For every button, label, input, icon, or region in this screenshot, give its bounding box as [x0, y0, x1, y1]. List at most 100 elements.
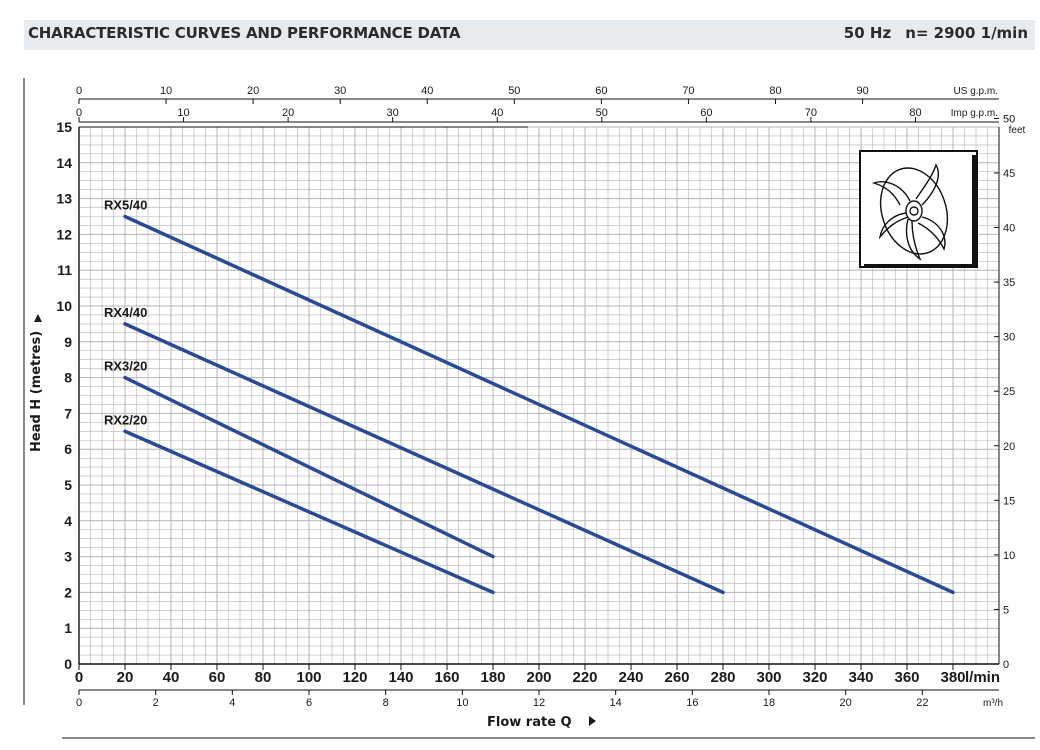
- imp-gpm-tick-label: 40: [491, 107, 503, 119]
- y-tick-label: 9: [64, 334, 72, 350]
- us-gpm-tick-label: 60: [595, 85, 607, 97]
- m3h-tick-label: 14: [610, 697, 622, 709]
- x-tick-label: 340: [848, 669, 873, 686]
- m3h-tick-label: 4: [229, 697, 235, 709]
- y-tick-label: 11: [57, 262, 72, 278]
- y-tick-label: 7: [64, 405, 72, 421]
- chart-series: RX5/40 RX4/40 RX3/20 RX2/20: [104, 198, 955, 595]
- series-line: [123, 322, 725, 595]
- y-tick-label: 8: [64, 370, 72, 386]
- speed-info: 50 Hz n= 2900 1/min: [830, 24, 1028, 42]
- series-line: [123, 214, 955, 595]
- y-tick-label: 13: [56, 191, 72, 207]
- chart-ticks: 0 20 40 60 80 100 120 140 160 180 200 220 240 260 280 3…: [56, 85, 1015, 709]
- us-gpm-tick-label: 40: [421, 85, 433, 97]
- y-tick-label: 4: [64, 513, 72, 529]
- x-tick-label: 240: [618, 669, 643, 686]
- x-tick-label: 160: [434, 669, 459, 686]
- m3h-tick-label: 8: [383, 697, 389, 709]
- feet-tick-label: 30: [1003, 332, 1015, 344]
- feet-tick-label: 15: [1003, 495, 1015, 507]
- impeller-icon: [859, 150, 978, 268]
- x-tick-label: 260: [664, 669, 689, 686]
- us-gpm-tick-label: 50: [508, 85, 520, 97]
- m3h-tick-label: 6: [306, 697, 312, 709]
- m3h-tick-label: 22: [916, 697, 928, 709]
- speed-label: n= 2900 1/min: [905, 24, 1028, 42]
- us-gpm-tick-label: 20: [247, 85, 259, 97]
- feet-unit: feet: [1009, 125, 1026, 136]
- feet-tick-label: 35: [1003, 277, 1015, 289]
- feet-tick-label: 50: [1003, 113, 1015, 125]
- series-line: [123, 429, 495, 595]
- x-tick-label: 380: [940, 669, 965, 686]
- x-tick-label: 60: [209, 669, 226, 686]
- x-tick-label: 200: [526, 669, 551, 686]
- y-tick-label: 3: [64, 549, 72, 565]
- feet-tick-label: 10: [1003, 550, 1015, 562]
- feet-tick-label: 25: [1003, 386, 1015, 398]
- feet-tick-label: 40: [1003, 223, 1015, 235]
- us-gpm-tick-label: 70: [682, 85, 694, 97]
- imp-gpm-tick-label: 80: [909, 107, 921, 119]
- x-tick-label: 220: [572, 669, 597, 686]
- us-gpm-tick-label: 80: [769, 85, 781, 97]
- imp-gpm-tick-label: 50: [596, 107, 608, 119]
- y-tick-label: 6: [64, 441, 72, 457]
- m3h-tick-label: 18: [763, 697, 775, 709]
- imp-gpm-tick-label: 30: [387, 107, 399, 119]
- x-tick-label: 80: [255, 669, 272, 686]
- imp-gpm-tick-label: 0: [76, 107, 82, 119]
- y-tick-label: 5: [64, 477, 72, 493]
- us-gpm-tick-label: 30: [334, 85, 346, 97]
- y-axis-title: Head H (metres): [29, 331, 44, 452]
- page-title: CHARACTERISTIC CURVES AND PERFORMANCE DA…: [28, 24, 461, 42]
- x-axis-arrow-icon: [589, 716, 596, 726]
- m3h-tick-label: 0: [76, 697, 82, 709]
- imp-gpm-tick-label: 60: [700, 107, 712, 119]
- m3h-tick-label: 20: [840, 697, 852, 709]
- lmin-unit: l/min: [965, 669, 1000, 686]
- feet-tick-label: 0: [1003, 659, 1009, 671]
- feet-tick-label: 45: [1003, 168, 1015, 180]
- x-tick-label: 40: [163, 669, 180, 686]
- series-label: RX5/40: [104, 198, 147, 213]
- m3h-tick-label: 2: [153, 697, 159, 709]
- x-tick-label: 300: [756, 669, 781, 686]
- imp-gpm-tick-label: 70: [805, 107, 817, 119]
- y-tick-label: 0: [64, 656, 72, 672]
- y-tick-label: 15: [56, 119, 72, 135]
- x-tick-label: 180: [480, 669, 505, 686]
- series-label: RX2/20: [104, 412, 147, 427]
- series-label: RX4/40: [104, 305, 147, 320]
- us-gpm-unit: US g.p.m.: [954, 86, 998, 97]
- x-axis-title: Flow rate Q: [487, 715, 572, 730]
- us-gpm-tick-label: 10: [160, 85, 172, 97]
- x-tick-label: 140: [388, 669, 413, 686]
- feet-tick-label: 5: [1003, 604, 1009, 616]
- us-gpm-tick-label: 90: [856, 85, 868, 97]
- us-gpm-tick-label: 0: [76, 85, 82, 97]
- frequency-label: 50 Hz: [843, 24, 892, 42]
- y-tick-label: 10: [56, 298, 72, 314]
- y-tick-label: 12: [56, 226, 72, 242]
- chart-grid: [78, 126, 1000, 665]
- m3h-tick-label: 16: [686, 697, 698, 709]
- imp-gpm-tick-label: 20: [282, 107, 294, 119]
- m3h-tick-label: 12: [533, 697, 545, 709]
- x-tick-label: 20: [117, 669, 134, 686]
- m3h-tick-label: 10: [456, 697, 468, 709]
- y-tick-label: 2: [64, 584, 72, 600]
- imp-gpm-tick-label: 10: [177, 107, 189, 119]
- feet-tick-label: 20: [1003, 441, 1015, 453]
- y-tick-label: 14: [56, 155, 72, 171]
- header-bar: [24, 20, 1035, 50]
- imp-gpm-unit: Imp g.p.m.: [951, 108, 998, 119]
- m3h-unit: m³/h: [983, 698, 1003, 709]
- series-label: RX3/20: [104, 359, 147, 374]
- x-tick-label: 0: [75, 669, 83, 686]
- x-tick-label: 100: [296, 669, 321, 686]
- y-tick-label: 1: [64, 620, 72, 636]
- x-tick-label: 320: [802, 669, 827, 686]
